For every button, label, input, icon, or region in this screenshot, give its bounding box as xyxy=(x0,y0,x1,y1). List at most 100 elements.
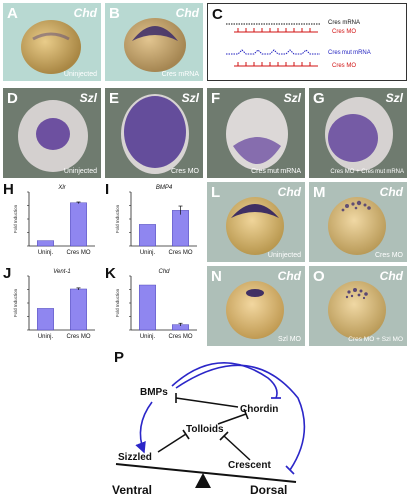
gene-label-f: Szl xyxy=(283,91,301,105)
y-label-i: Fold Induction xyxy=(115,204,120,233)
panel-letter-c: C xyxy=(212,6,223,23)
mo-schematic xyxy=(226,23,320,67)
node-tolloids: Tolloids xyxy=(186,424,224,435)
gene-label-n: Chd xyxy=(277,269,301,283)
panel-letter-p: P xyxy=(114,349,125,366)
gene-label-m: Chd xyxy=(379,185,403,199)
panel-letter-a: A xyxy=(7,5,18,22)
schematic-label-cres-mo-1: Cres MO xyxy=(332,29,356,35)
panel-d: D Szl Uninjected xyxy=(3,88,101,178)
node-crescent: Crescent xyxy=(228,460,271,471)
caption-g: Cres MO + Cres mut mRNA xyxy=(330,169,404,175)
embryo-image-e xyxy=(121,94,189,174)
panel-a: A Chd Uninjected xyxy=(3,3,101,81)
panel-l: L Chd Uninjected xyxy=(207,182,305,262)
panel-letter-k: K xyxy=(105,265,116,282)
caption-e: Cres MO xyxy=(171,168,199,175)
bar-j-1 xyxy=(70,288,87,331)
caption-f: Cres mut mRNA xyxy=(251,168,301,175)
panel-letter-d: D xyxy=(7,90,18,107)
edge-bmps-crescent-arc xyxy=(175,364,306,471)
regulatory-diagram: BMPs Chordin Tolloids Sizzled Crescent V… xyxy=(100,348,320,498)
pathway-diagram: BMPs Chordin Tolloids Sizzled Crescent V… xyxy=(112,361,306,497)
gene-label-d: Szl xyxy=(79,91,97,105)
caption-b: Cres mRNA xyxy=(161,71,199,78)
panel-e: E Szl Cres MO xyxy=(105,88,203,178)
schematic-label-cres-mo-2: Cres MO xyxy=(332,63,356,69)
x-tick-label-h-1: Cres MO xyxy=(67,250,91,256)
edge-chordin-bmps xyxy=(175,397,239,408)
gene-label-b: Chd xyxy=(175,6,199,20)
panel-letter-e: E xyxy=(109,90,120,107)
panel-n: N Chd Szl MO xyxy=(207,266,305,346)
panel-b: B Chd Cres mRNA xyxy=(105,3,203,81)
panel-letter-m: M xyxy=(313,184,326,201)
panel-m: M Chd Cres MO xyxy=(309,182,407,262)
edge-tolloids-chordin xyxy=(217,413,247,425)
fulcrum xyxy=(195,473,211,488)
gene-label-g: Szl xyxy=(385,91,403,105)
caption-l: Uninjected xyxy=(267,252,301,259)
panel-letter-i: I xyxy=(105,181,110,198)
label-dorsal: Dorsal xyxy=(250,483,287,497)
embryo-image-a xyxy=(21,20,81,74)
chart-title-k: Chd xyxy=(158,269,170,275)
panel-letter-j: J xyxy=(3,265,12,282)
bar-j-0 xyxy=(37,308,54,331)
panel-letter-f: F xyxy=(211,90,221,107)
embryo-image-n xyxy=(226,281,284,339)
bar-k-0 xyxy=(139,284,156,331)
panel-letter-b: B xyxy=(109,5,120,22)
caption-a: Uninjected xyxy=(63,71,97,78)
gene-label-o: Chd xyxy=(379,269,403,283)
chart-i: BMP4 Fold Induction Uninj. Cres MO I xyxy=(105,182,203,262)
chart-j: Vent-1 Fold Induction Uninj. Cres MO J xyxy=(3,266,101,346)
panel-letter-g: G xyxy=(313,90,325,107)
chart-h: Xlr Fold Induction Uninj. Cres MO H xyxy=(3,182,101,262)
balance-beam xyxy=(115,463,297,483)
embryo-image-l xyxy=(226,197,284,255)
panel-letter-h: H xyxy=(3,181,14,198)
caption-n: Szl MO xyxy=(278,336,301,343)
label-ventral: Ventral xyxy=(112,483,152,497)
panel-g: G Szl Cres MO + Cres mut mRNA xyxy=(309,88,407,178)
y-label-h: Fold Induction xyxy=(13,204,18,233)
x-tick-label-h-0: Uninj. xyxy=(38,250,54,256)
bar-i-1 xyxy=(172,210,189,247)
bar-h-0 xyxy=(37,240,54,247)
embryo-image-g xyxy=(325,97,393,171)
panel-letter-o: O xyxy=(313,268,325,285)
chart-k: Chd Fold Induction Uninj. Cres MO K xyxy=(105,266,203,346)
caption-m: Cres MO xyxy=(375,252,403,259)
gene-label-e: Szl xyxy=(181,91,199,105)
caption-o: Cres MO + Szl MO xyxy=(348,336,403,343)
panel-c: C Cres mRNA Cres MO Cres mut mRNA Cres M… xyxy=(207,3,407,81)
x-tick-label-j-1: Cres MO xyxy=(67,334,91,340)
embryo-image-d xyxy=(18,100,88,172)
gene-label-l: Chd xyxy=(277,185,301,199)
y-label-k: Fold Induction xyxy=(115,288,120,317)
edge-crescent-tolloids xyxy=(223,435,251,461)
schematic-label-cres-mut-mrna: Cres mut mRNA xyxy=(328,50,371,56)
embryo-image-o xyxy=(328,281,386,339)
caption-d: Uninjected xyxy=(63,168,97,175)
x-tick-label-k-0: Uninj. xyxy=(140,334,156,340)
embryo-image-b xyxy=(124,18,186,72)
x-tick-label-k-1: Cres MO xyxy=(169,334,193,340)
edge-bmps-chordin-arc xyxy=(171,361,278,399)
x-tick-label-i-0: Uninj. xyxy=(140,250,156,256)
x-tick-label-j-0: Uninj. xyxy=(38,334,54,340)
bar-h-1 xyxy=(70,202,87,247)
schematic-label-cres-mrna: Cres mRNA xyxy=(328,20,361,26)
panel-f: F Szl Cres mut mRNA xyxy=(207,88,305,178)
panel-letter-l: L xyxy=(211,184,221,201)
panel-o: O Chd Cres MO + Szl MO xyxy=(309,266,407,346)
chart-title-j: Vent-1 xyxy=(53,269,70,275)
x-tick-label-i-1: Cres MO xyxy=(169,250,193,256)
chart-title-h: Xlr xyxy=(57,185,66,191)
chart-title-i: BMP4 xyxy=(156,185,173,191)
node-sizzled: Sizzled xyxy=(118,452,152,463)
edge-bmps-sizzled xyxy=(135,401,153,454)
panel-letter-n: N xyxy=(211,268,222,285)
node-bmps: BMPs xyxy=(140,387,168,398)
